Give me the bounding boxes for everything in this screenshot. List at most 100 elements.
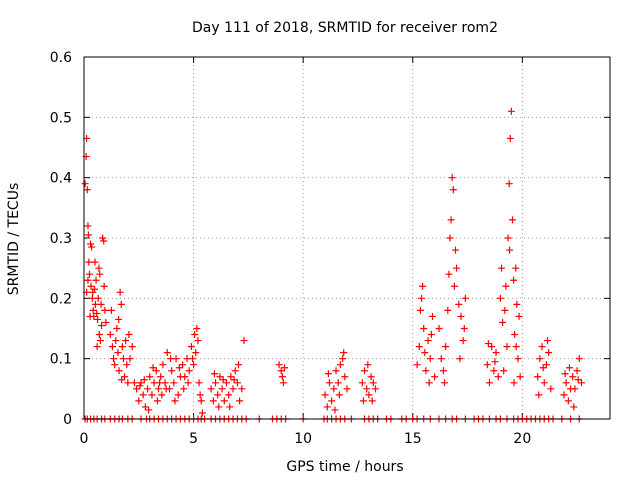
data-point [158, 391, 166, 399]
data-point [435, 325, 443, 332]
data-point [369, 379, 377, 387]
data-point [425, 379, 433, 387]
data-point [499, 318, 507, 326]
data-point [332, 367, 340, 375]
data-point [570, 403, 578, 411]
data-point [198, 409, 206, 417]
data-point [111, 361, 119, 369]
data-point [192, 349, 200, 357]
data-point [85, 258, 93, 266]
data-point [227, 373, 235, 381]
data-point [361, 367, 369, 375]
data-point [540, 379, 548, 387]
data-point [174, 391, 182, 399]
data-point [116, 288, 124, 296]
data-point [226, 403, 234, 411]
data-point [330, 385, 338, 393]
x-tick-label: 10 [294, 431, 312, 447]
data-point [514, 355, 522, 363]
data-point [498, 264, 506, 272]
data-point [460, 325, 468, 332]
data-point [339, 355, 347, 363]
data-point [324, 370, 332, 378]
data-point [123, 361, 131, 369]
y-tick-label: 0.1 [50, 352, 72, 368]
plot-frame [83, 56, 611, 420]
data-point [325, 379, 333, 387]
data-point [496, 294, 504, 302]
data-point [152, 367, 160, 375]
data-point [538, 343, 546, 351]
data-point [275, 361, 283, 369]
data-point [107, 306, 115, 314]
data-point [571, 385, 579, 393]
data-point [197, 397, 205, 405]
data-point [207, 385, 215, 393]
x-tick-label: 15 [404, 431, 422, 447]
data-point [91, 258, 99, 266]
data-point [191, 331, 199, 339]
chart-title: Day 111 of 2018, SRMTID for receiver rom… [192, 20, 498, 36]
data-point [81, 180, 89, 188]
data-point [565, 364, 573, 372]
data-point [534, 373, 542, 381]
data-point [424, 337, 432, 345]
data-point [125, 331, 133, 339]
data-point [278, 373, 286, 381]
data-point [335, 391, 343, 399]
y-axis-label: SRMTID / TECUs [6, 183, 22, 296]
data-point [87, 282, 95, 290]
data-point [106, 331, 114, 339]
data-point [85, 270, 93, 278]
data-point [193, 325, 201, 332]
data-point [416, 306, 424, 314]
data-point [195, 379, 203, 387]
data-point [456, 355, 464, 363]
data-point [574, 376, 582, 384]
data-point [515, 312, 523, 320]
data-point [148, 391, 156, 399]
data-point [128, 343, 136, 351]
data-point [229, 385, 237, 393]
data-point [573, 367, 581, 375]
data-point [114, 349, 122, 357]
data-point [218, 385, 226, 393]
data-point [84, 231, 92, 239]
data-point [500, 367, 508, 375]
data-point [225, 391, 233, 399]
data-point [562, 379, 570, 387]
data-point [141, 403, 149, 411]
data-point [236, 397, 244, 405]
data-point [231, 367, 239, 375]
data-point [161, 379, 169, 387]
data-point [119, 355, 127, 363]
data-point [93, 309, 101, 317]
data-point [539, 364, 547, 372]
data-point [181, 373, 189, 381]
data-point [185, 367, 193, 375]
data-point [170, 379, 178, 387]
data-point [95, 264, 103, 272]
data-point [102, 318, 110, 326]
data-point [180, 385, 188, 393]
data-point [194, 337, 202, 345]
data-point [146, 373, 154, 381]
data-point [441, 379, 449, 387]
data-point [421, 349, 429, 357]
data-point [442, 343, 450, 351]
data-point [512, 264, 520, 272]
data-point [87, 240, 95, 248]
data-point [544, 337, 552, 345]
y-tick-label: 0.5 [50, 110, 72, 126]
data-point [98, 321, 106, 329]
data-point [159, 361, 167, 369]
data-point [483, 361, 491, 369]
data-point [413, 361, 421, 369]
y-tick-label: 0.4 [50, 171, 72, 187]
data-point [92, 276, 100, 284]
data-point [100, 282, 108, 290]
data-point [506, 134, 514, 142]
data-point [277, 367, 285, 375]
